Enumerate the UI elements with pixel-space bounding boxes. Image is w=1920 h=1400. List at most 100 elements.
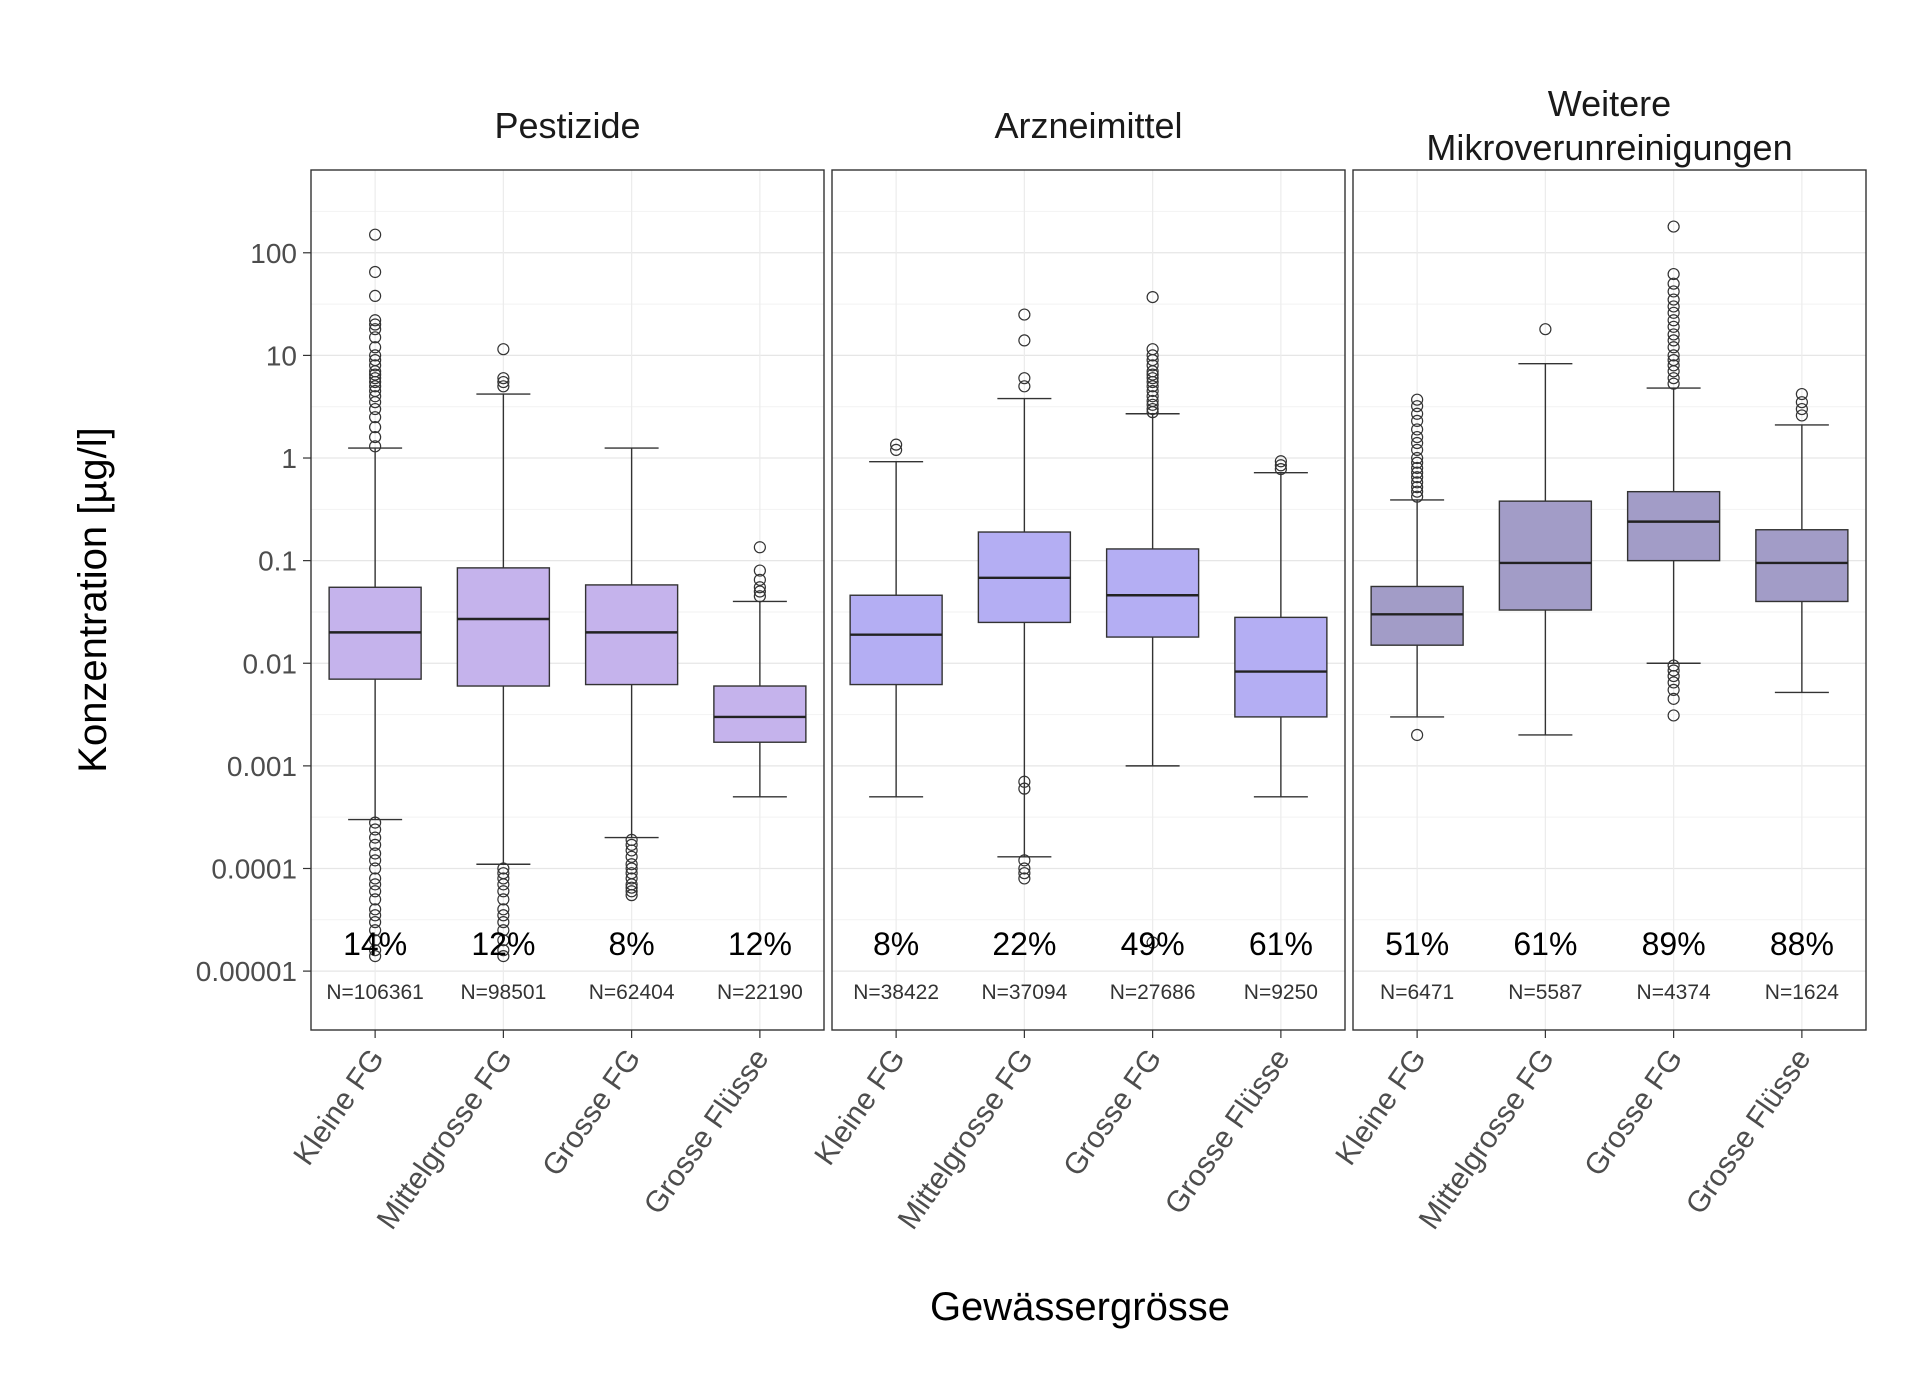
outlier-point xyxy=(1018,854,1031,867)
outlier-point xyxy=(1667,341,1680,354)
outlier-point xyxy=(1018,380,1031,393)
box-group xyxy=(713,541,807,798)
outlier-point xyxy=(1146,290,1159,304)
outlier-point xyxy=(369,331,382,344)
outlier-point xyxy=(1146,359,1159,372)
outlier-point xyxy=(369,816,382,829)
outlier-point xyxy=(369,944,382,957)
outlier-point xyxy=(1411,443,1424,456)
outlier-point xyxy=(625,885,638,898)
outlier-point xyxy=(1411,471,1424,484)
y-tick-label: 100 xyxy=(250,238,297,269)
y-tick-label: 10 xyxy=(266,340,297,371)
outlier-point xyxy=(1411,461,1424,475)
outlier-point xyxy=(753,573,766,586)
outlier-point xyxy=(753,590,766,603)
outlier-point xyxy=(1274,459,1287,472)
outlier-point xyxy=(1667,349,1680,362)
outlier-point xyxy=(1667,306,1680,319)
outlier-point xyxy=(369,289,382,303)
n-label: N=4374 xyxy=(1637,981,1711,1004)
y-tick-label: 0.001 xyxy=(227,751,297,782)
outlier-point xyxy=(1411,393,1424,406)
percent-label: 14% xyxy=(343,926,407,962)
outlier-point xyxy=(1667,669,1680,683)
outlier-point xyxy=(369,854,382,867)
labels-layer: 0.00001 0.0001 0.001 0.01 0.1 1 10 100 Pestizide… xyxy=(196,83,1839,1235)
outlier-point xyxy=(625,862,638,875)
outlier-point xyxy=(1411,414,1424,427)
n-label: N=37094 xyxy=(981,981,1067,1004)
outlier-point xyxy=(1411,436,1424,450)
percent-label: 88% xyxy=(1770,926,1834,962)
y-tick-label: 0.1 xyxy=(258,546,297,577)
outlier-point xyxy=(369,368,382,381)
x-tick-label: Mittelgrosse FG xyxy=(1413,1043,1561,1235)
outlier-point xyxy=(1795,396,1808,409)
box-group xyxy=(1626,220,1721,722)
x-tick-label: Mittelgrosse FG xyxy=(892,1043,1040,1235)
outlier-point xyxy=(369,359,382,372)
box-group xyxy=(849,438,943,798)
box-group xyxy=(456,343,551,963)
outlier-point xyxy=(369,421,382,434)
outlier-point xyxy=(1667,314,1680,327)
percent-label: 12% xyxy=(471,926,535,962)
y-tick-label: 0.01 xyxy=(243,648,298,679)
box-group xyxy=(328,228,422,963)
outlier-point xyxy=(1274,462,1287,476)
x-tick-label: Mittelgrosse FG xyxy=(371,1043,519,1235)
box-iqr xyxy=(1498,500,1593,611)
outlier-point xyxy=(1411,407,1424,420)
outlier-point xyxy=(1411,456,1424,469)
x-tick-label: Grosse FG xyxy=(1057,1043,1168,1182)
outlier-point xyxy=(497,944,510,957)
outlier-point xyxy=(1667,328,1680,341)
percent-label: 22% xyxy=(992,926,1056,962)
outlier-point xyxy=(369,862,382,875)
outlier-point xyxy=(1411,400,1424,413)
outlier-point xyxy=(1667,300,1680,313)
outlier-point xyxy=(753,564,766,577)
outlier-point xyxy=(497,872,510,885)
box-group xyxy=(1755,387,1849,694)
outlier-point xyxy=(1667,676,1680,689)
outlier-point xyxy=(497,916,510,929)
x-axis-title: Gewässergrösse xyxy=(930,1285,1230,1329)
outlier-point xyxy=(369,265,382,279)
outlier-point xyxy=(1667,372,1680,385)
outlier-point xyxy=(1146,372,1159,385)
percent-label: 51% xyxy=(1385,926,1449,962)
x-tick-label: Grosse Flüsse xyxy=(1680,1043,1818,1220)
outlier-point xyxy=(1146,398,1159,411)
outlier-point xyxy=(497,375,510,389)
outlier-point xyxy=(890,443,903,456)
outlier-point xyxy=(1411,485,1424,498)
outlier-point xyxy=(1018,867,1031,880)
outlier-point xyxy=(1146,349,1159,362)
outlier-point xyxy=(1667,293,1680,306)
outlier-point xyxy=(497,343,510,356)
outlier-point xyxy=(369,909,382,922)
outlier-point xyxy=(625,858,638,871)
outlier-point xyxy=(753,541,766,554)
y-axis-title: Konzentration [µg/l] xyxy=(71,427,115,772)
outlier-point xyxy=(625,881,638,894)
box-group xyxy=(1105,290,1200,949)
outlier-point xyxy=(369,885,382,898)
panel-title: Arzneimittel xyxy=(994,105,1182,146)
x-tick-label: Grosse Flüsse xyxy=(638,1043,776,1220)
outlier-point xyxy=(1795,387,1808,401)
outlier-point xyxy=(1411,430,1424,444)
outlier-point xyxy=(1146,343,1159,356)
n-label: N=38422 xyxy=(853,981,939,1004)
outlier-point xyxy=(369,878,382,891)
panel-title: Pestizide xyxy=(494,105,640,146)
outlier-point xyxy=(1667,359,1680,372)
outlier-point xyxy=(1146,402,1159,416)
outlier-point xyxy=(625,850,638,863)
outlier-point xyxy=(1018,872,1031,885)
outlier-point xyxy=(1146,380,1159,393)
box-group xyxy=(977,308,1072,885)
